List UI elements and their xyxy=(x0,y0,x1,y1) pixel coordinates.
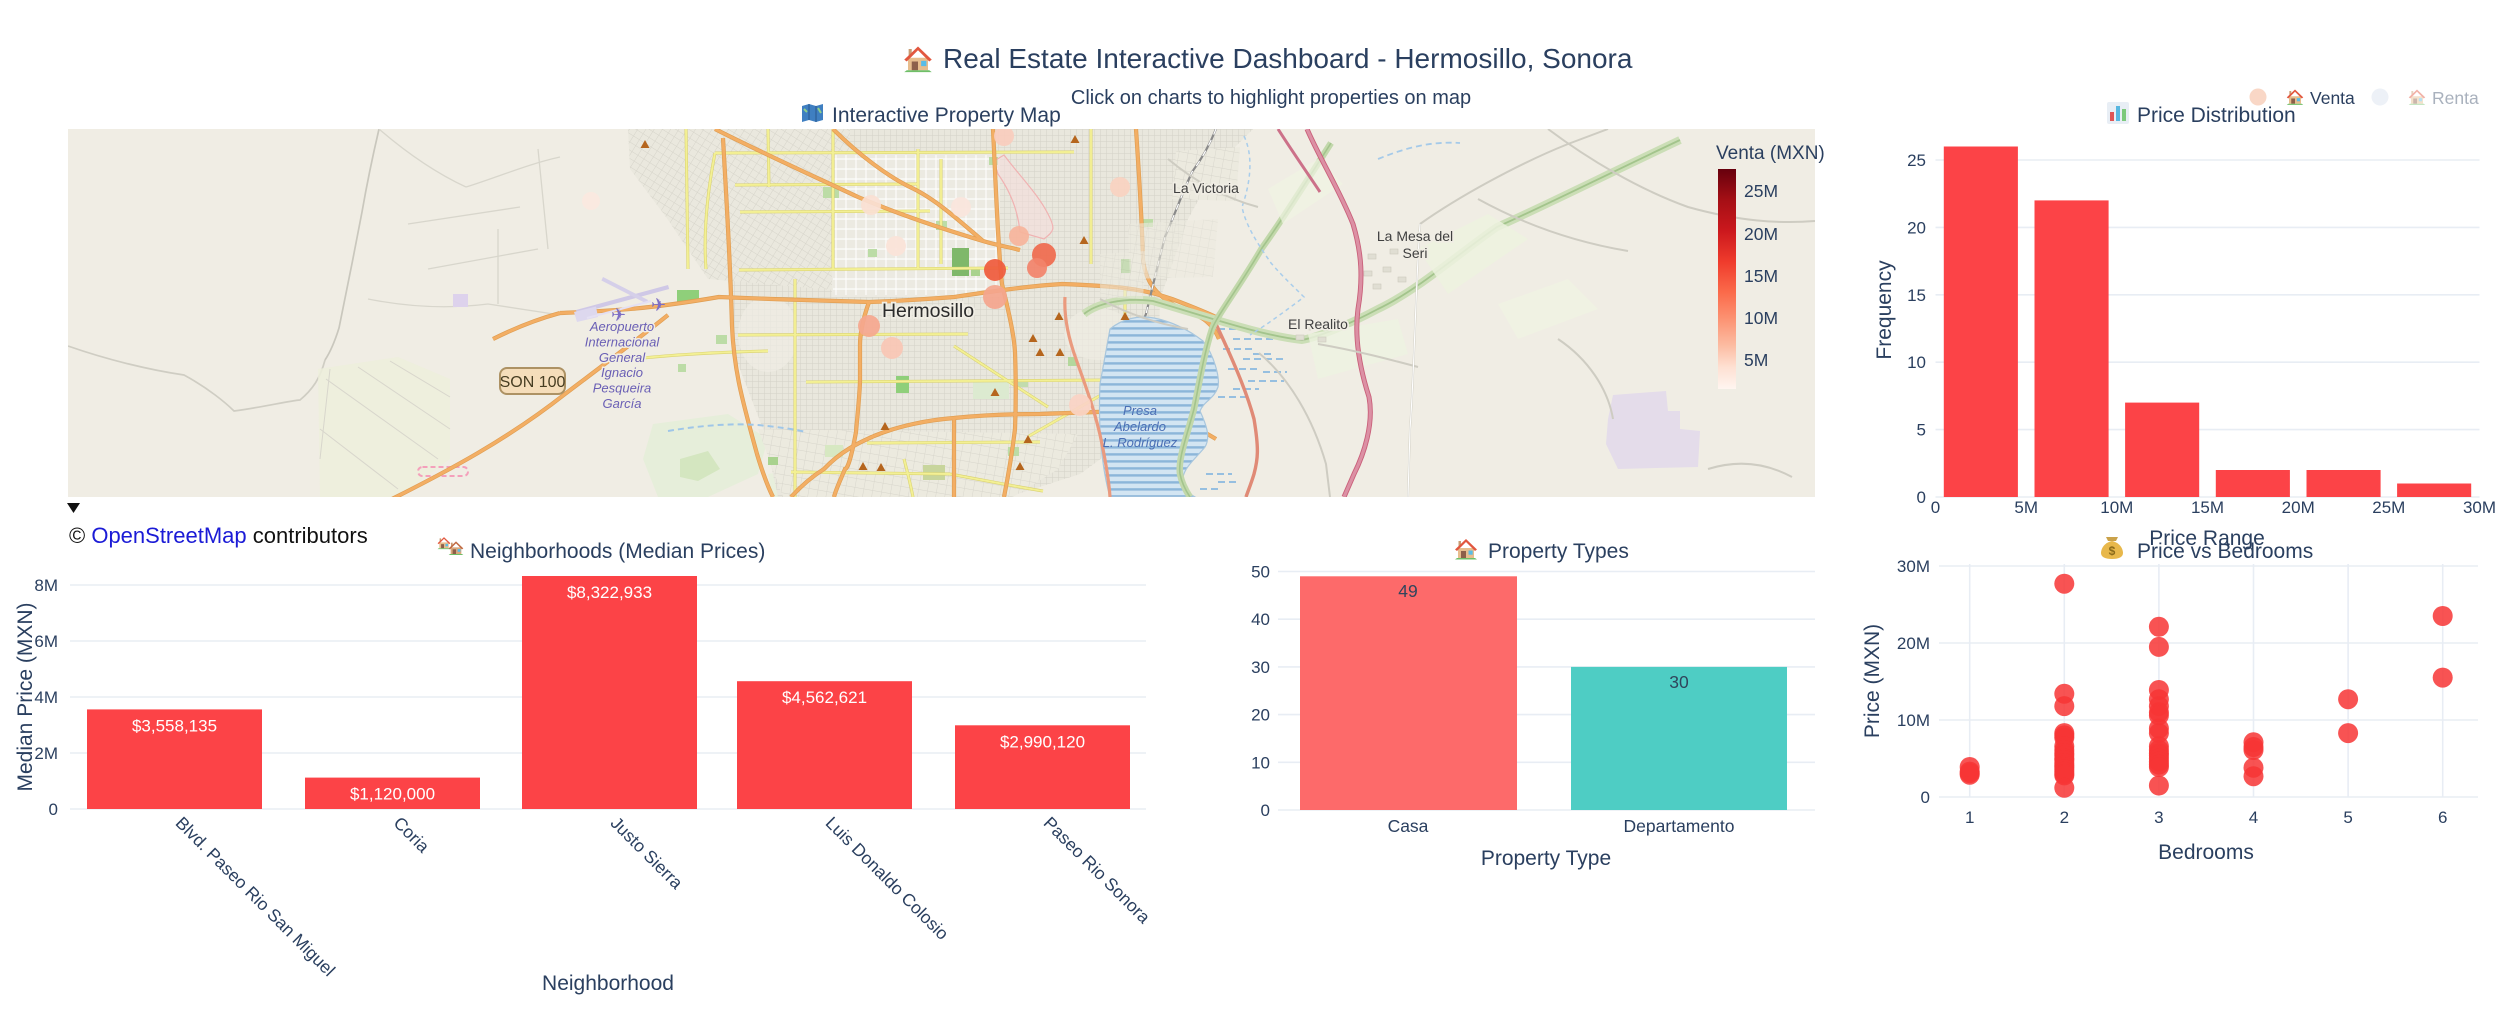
svg-text:6M: 6M xyxy=(34,632,58,651)
svg-text:Coria: Coria xyxy=(390,813,434,857)
svg-text:25M: 25M xyxy=(2372,498,2405,517)
svg-text:2M: 2M xyxy=(34,744,58,763)
svg-text:$2,990,120: $2,990,120 xyxy=(1000,732,1085,751)
svg-text:Median Price (MXN): Median Price (MXN) xyxy=(14,602,37,791)
svg-text:Internacional: Internacional xyxy=(585,334,661,349)
svg-text:10M: 10M xyxy=(2100,498,2133,517)
svg-text:0: 0 xyxy=(49,800,58,819)
svg-text:La Victoria: La Victoria xyxy=(1173,180,1239,196)
svg-text:30M: 30M xyxy=(1897,557,1930,576)
svg-text:García: García xyxy=(602,396,641,411)
svg-text:10: 10 xyxy=(1907,353,1926,372)
svg-text:5: 5 xyxy=(2343,808,2352,827)
svg-text:Presa: Presa xyxy=(1123,403,1157,418)
svg-text:$8,322,933: $8,322,933 xyxy=(567,583,652,602)
svg-text:Click on charts to highlight p: Click on charts to highlight properties … xyxy=(1071,87,1471,109)
svg-text:15: 15 xyxy=(1907,286,1926,305)
svg-text:Venta (MXN): Venta (MXN) xyxy=(1716,143,1825,164)
svg-text:Aeropuerto: Aeropuerto xyxy=(589,319,654,334)
svg-text:2: 2 xyxy=(2060,808,2069,827)
svg-text:Neighborhood: Neighborhood xyxy=(542,972,674,995)
svg-text:Real Estate Interactive Dashbo: Real Estate Interactive Dashboard - Herm… xyxy=(943,43,1633,74)
svg-text:10: 10 xyxy=(1251,753,1270,772)
svg-text:0: 0 xyxy=(1931,498,1940,517)
svg-text:5M: 5M xyxy=(1744,350,1768,370)
svg-text:Price (MXN): Price (MXN) xyxy=(1861,624,1884,738)
svg-text:✈: ✈ xyxy=(651,295,666,315)
svg-text:Frequency: Frequency xyxy=(1873,260,1896,360)
svg-text:5: 5 xyxy=(1917,421,1926,440)
svg-text:20M: 20M xyxy=(2282,498,2315,517)
svg-text:Price Range: Price Range xyxy=(2149,527,2265,550)
svg-text:4M: 4M xyxy=(34,688,58,707)
svg-text:8M: 8M xyxy=(34,576,58,595)
svg-text:25M: 25M xyxy=(1744,181,1778,201)
svg-text:Price Distribution: Price Distribution xyxy=(2137,104,2296,127)
svg-text:Neighborhoods (Median Prices): Neighborhoods (Median Prices) xyxy=(470,540,765,563)
svg-text:Abelardo: Abelardo xyxy=(1113,419,1166,434)
svg-text:50: 50 xyxy=(1251,563,1270,582)
svg-text:Bedrooms: Bedrooms xyxy=(2158,841,2254,864)
svg-text:$: $ xyxy=(2109,544,2116,558)
svg-text:1: 1 xyxy=(1965,808,1974,827)
svg-text:Pesqueira: Pesqueira xyxy=(593,381,652,396)
svg-text:30: 30 xyxy=(1251,658,1270,677)
svg-text:Price vs Bedrooms: Price vs Bedrooms xyxy=(2137,540,2313,563)
svg-text:Paseo Rio Sonora: Paseo Rio Sonora xyxy=(1040,813,1155,928)
svg-text:$1,120,000: $1,120,000 xyxy=(350,785,435,804)
svg-text:10M: 10M xyxy=(1744,308,1778,328)
svg-text:20M: 20M xyxy=(1744,224,1778,244)
svg-text:$4,562,621: $4,562,621 xyxy=(782,688,867,707)
svg-text:L. Rodríguez: L. Rodríguez xyxy=(1103,435,1178,450)
svg-text:49: 49 xyxy=(1398,581,1417,601)
svg-text:40: 40 xyxy=(1251,610,1270,629)
svg-text:6: 6 xyxy=(2438,808,2447,827)
svg-text:30M: 30M xyxy=(2463,498,2496,517)
svg-text:15M: 15M xyxy=(1744,266,1778,286)
svg-text:10M: 10M xyxy=(1897,711,1930,730)
svg-text:0: 0 xyxy=(1261,801,1270,820)
svg-text:Blvd. Paseo Rio San Miguel: Blvd. Paseo Rio San Miguel xyxy=(172,813,340,981)
svg-text:Seri: Seri xyxy=(1403,245,1428,261)
svg-text:25: 25 xyxy=(1907,151,1926,170)
svg-text:Departamento: Departamento xyxy=(1624,816,1735,836)
svg-text:Interactive Property Map: Interactive Property Map xyxy=(832,104,1061,127)
svg-text:15M: 15M xyxy=(2191,498,2224,517)
svg-text:Luis Donaldo Colosio: Luis Donaldo Colosio xyxy=(822,813,953,944)
svg-text:La Mesa del: La Mesa del xyxy=(1377,228,1453,244)
svg-text:30: 30 xyxy=(1669,672,1689,692)
svg-text:General: General xyxy=(599,350,646,365)
svg-text:Venta: Venta xyxy=(2310,88,2355,108)
svg-text:Ignacio: Ignacio xyxy=(601,365,643,380)
svg-text:3: 3 xyxy=(2154,808,2163,827)
svg-text:Renta: Renta xyxy=(2432,88,2479,108)
svg-text:4: 4 xyxy=(2249,808,2258,827)
svg-text:20: 20 xyxy=(1251,706,1270,725)
svg-text:20M: 20M xyxy=(1897,634,1930,653)
svg-text:Justo Sierra: Justo Sierra xyxy=(607,813,687,893)
svg-text:Hermosillo: Hermosillo xyxy=(882,300,974,322)
svg-text:✈: ✈ xyxy=(611,305,626,325)
svg-text:El Realito: El Realito xyxy=(1288,316,1348,332)
svg-text:0: 0 xyxy=(1921,788,1930,807)
svg-text:Property Type: Property Type xyxy=(1481,847,1611,870)
svg-text:$3,558,135: $3,558,135 xyxy=(132,716,217,735)
svg-text:Casa: Casa xyxy=(1388,816,1429,836)
svg-text:20: 20 xyxy=(1907,218,1926,237)
svg-text:© OpenStreetMap contributors: © OpenStreetMap contributors xyxy=(69,523,368,548)
svg-text:0: 0 xyxy=(1917,488,1926,507)
svg-text:SON 100: SON 100 xyxy=(500,374,566,391)
svg-text:Property Types: Property Types xyxy=(1488,540,1629,563)
svg-text:5M: 5M xyxy=(2014,498,2038,517)
